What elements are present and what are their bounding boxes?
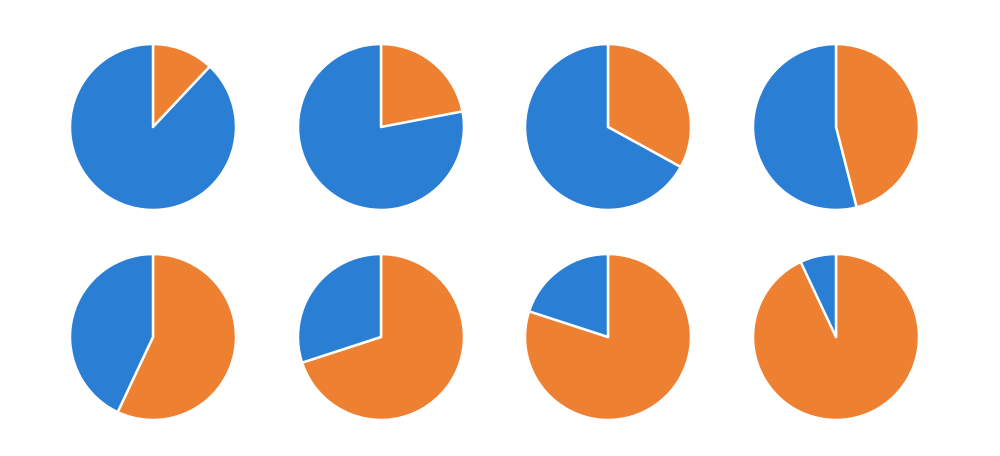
pie-chart-5 [68,252,238,422]
pie-6-slice-2 [296,252,383,364]
pie-8-slice-2 [799,252,838,339]
pie-chart-2 [296,42,466,212]
pie-4-slice-1 [834,42,921,209]
pie-1-slice-2 [68,42,238,212]
pie-3-slice-1 [606,42,693,169]
pie-5-slice-1 [116,252,238,422]
pie-2-slice-2 [296,42,466,212]
pie-3-slice-2 [523,42,682,212]
pie-4-slice-2 [751,42,858,212]
pie-6-slice-1 [300,252,466,422]
pie-chart-3 [523,42,693,212]
pie-7-slice-2 [527,252,610,339]
pie-chart-6 [296,252,466,422]
pie-5-slice-2 [68,252,155,414]
pie-2-slice-1 [379,42,464,129]
pie-chart-7 [523,252,693,422]
pie-chart-4 [751,42,921,212]
pie-chart-1 [68,42,238,212]
pie-chart-8 [751,252,921,422]
